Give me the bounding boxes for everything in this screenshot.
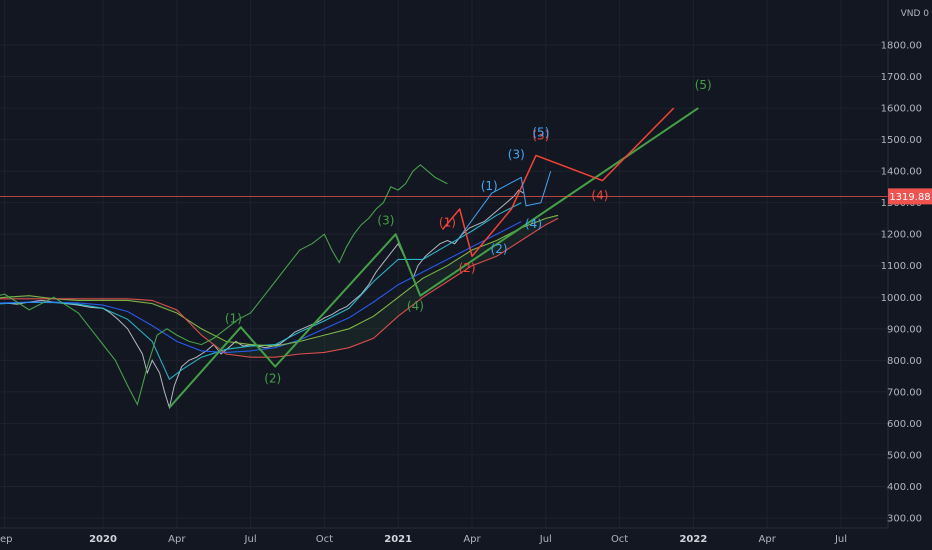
- wave-label: (3): [532, 129, 549, 143]
- series-ichimoku_span_a: [0, 214, 559, 347]
- price-tag-background: [888, 188, 932, 205]
- y-tick-label: 700.00: [887, 387, 922, 398]
- wave-label: (4): [525, 217, 542, 231]
- wave-label: (5): [695, 78, 712, 92]
- x-tick-label: ep: [0, 534, 13, 545]
- series-ichimoku_span_b: [0, 217, 559, 358]
- wave-label: (4): [591, 189, 608, 203]
- current-price-tag: 1319.88: [888, 188, 932, 205]
- y-tick-label: 1500.00: [881, 135, 922, 146]
- y-tick-label: 500.00: [887, 450, 922, 461]
- x-tick-label: Apr: [168, 534, 186, 545]
- wave-label: (2): [459, 261, 476, 275]
- wave-label: (5): [532, 125, 549, 139]
- x-tick-label: 2021: [384, 534, 412, 545]
- series-ema_slow: [0, 221, 522, 353]
- y-tick-label: 600.00: [887, 419, 922, 430]
- y-tick-label: 1400.00: [881, 167, 922, 178]
- y-tick-label: 1600.00: [881, 104, 922, 115]
- series-ema_fast: [0, 202, 522, 381]
- x-tick-label: Apr: [463, 534, 481, 545]
- wave-label: (2): [264, 371, 281, 385]
- y-tick-label: 300.00: [887, 514, 922, 525]
- y-tick-label: 1100.00: [881, 261, 922, 272]
- currency-label: VND 0: [901, 9, 930, 19]
- x-tick-label: Jul: [244, 534, 257, 545]
- wave-label: (3): [377, 214, 394, 228]
- wave-label: (1): [481, 179, 498, 193]
- x-axis-panel[interactable]: [0, 528, 932, 550]
- y-tick-label: 1800.00: [881, 41, 922, 52]
- wave-line-red-sub: [441, 107, 675, 258]
- x-tick-label: 2020: [89, 534, 117, 545]
- wave-label: (4): [407, 299, 424, 313]
- wave-label: (1): [225, 311, 242, 325]
- x-tick-label: Oct: [316, 534, 333, 545]
- x-tick-label: 2022: [679, 534, 707, 545]
- y-tick-label: 1000.00: [881, 293, 922, 304]
- x-tick-label: Apr: [759, 534, 777, 545]
- series-chikou: [0, 164, 448, 407]
- wave-label: (1): [439, 215, 456, 229]
- y-tick-label: 400.00: [887, 482, 922, 493]
- wave-line-green-main: [168, 107, 699, 409]
- x-tick-label: Jul: [834, 534, 847, 545]
- y-tick-label: 800.00: [887, 356, 922, 367]
- indicator-series: [0, 164, 559, 410]
- elliott-wave-labels: (1) (2) (3) (4) (5) (1) (2) (3) (4) (1) (2) (3) (4) (…: [225, 78, 712, 385]
- y-tick-label: 1700.00: [881, 72, 922, 83]
- y-tick-label: 900.00: [887, 324, 922, 335]
- x-axis-ticks: ep 2020 Apr Jul Oct 2021 Apr Jul Oct 2022 Apr Jul: [0, 534, 847, 545]
- wave-label: (2): [491, 242, 508, 256]
- elliott-wave-lines[interactable]: [168, 107, 699, 409]
- x-tick-label: Jul: [539, 534, 552, 545]
- y-axis-panel[interactable]: [888, 0, 932, 550]
- current-price-value: 1319.88: [889, 192, 930, 203]
- grid-lines: [0, 0, 888, 528]
- x-tick-label: Oct: [611, 534, 628, 545]
- y-tick-label: 1200.00: [881, 230, 922, 241]
- wave-label: (3): [508, 148, 525, 162]
- series-price: [0, 189, 524, 410]
- wave-line-blue-sub: [456, 170, 552, 241]
